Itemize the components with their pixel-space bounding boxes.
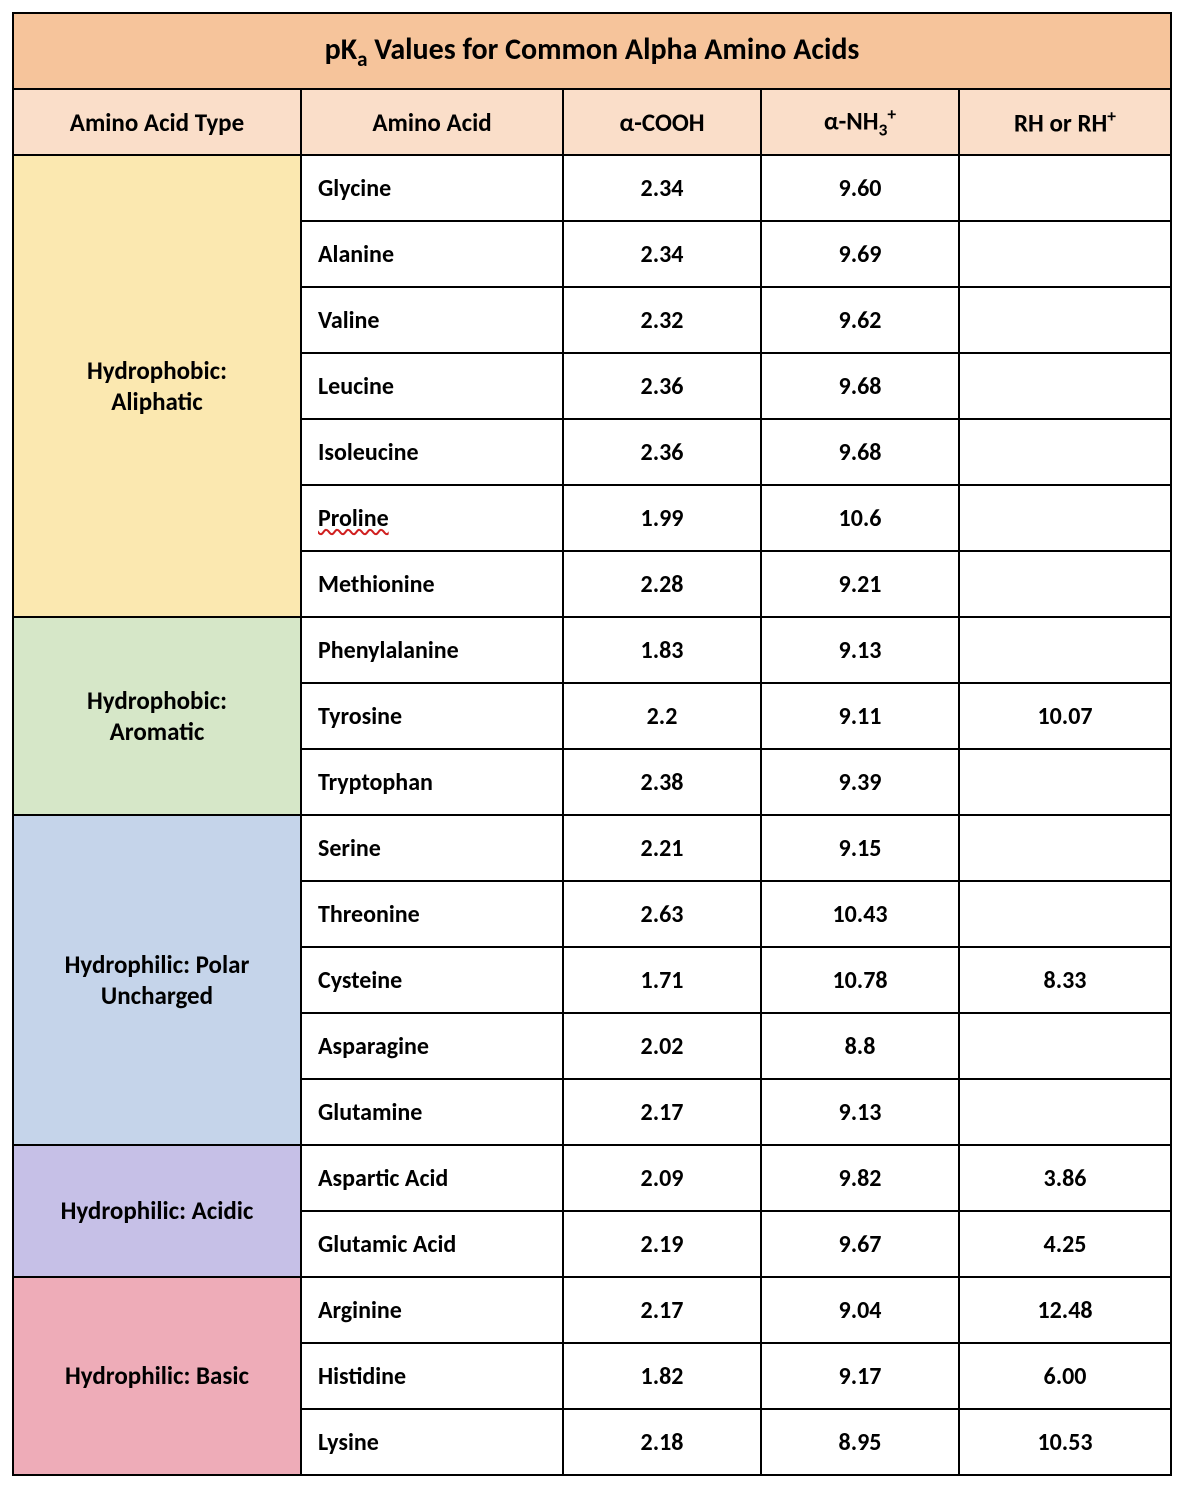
r-group-value [959, 419, 1171, 485]
alpha-cooh-value: 2.17 [563, 1079, 761, 1145]
r-group-value: 4.25 [959, 1211, 1171, 1277]
alpha-nh3-value: 9.67 [761, 1211, 959, 1277]
r-group-value: 6.00 [959, 1343, 1171, 1409]
alpha-cooh-value: 2.34 [563, 155, 761, 221]
r-group-value [959, 881, 1171, 947]
amino-acid-name: Phenylalanine [301, 617, 563, 683]
type-cell: Hydrophilic: Acidic [13, 1145, 301, 1277]
amino-acid-name: Lysine [301, 1409, 563, 1475]
alpha-nh3-value: 9.13 [761, 1079, 959, 1145]
alpha-cooh-value: 1.82 [563, 1343, 761, 1409]
r-group-value: 3.86 [959, 1145, 1171, 1211]
header-r: RH or RH+ [959, 89, 1171, 155]
alpha-nh3-value: 9.68 [761, 353, 959, 419]
r-group-value [959, 221, 1171, 287]
r-group-value [959, 287, 1171, 353]
type-cell: Hydrophobic:Aromatic [13, 617, 301, 815]
r-group-value [959, 1013, 1171, 1079]
alpha-cooh-value: 2.28 [563, 551, 761, 617]
r-group-value: 10.53 [959, 1409, 1171, 1475]
r-group-value [959, 353, 1171, 419]
alpha-cooh-value: 1.71 [563, 947, 761, 1013]
table-row: Hydrophilic: AcidicAspartic Acid2.099.82… [13, 1145, 1171, 1211]
alpha-nh3-value: 9.68 [761, 419, 959, 485]
alpha-cooh-value: 1.83 [563, 617, 761, 683]
alpha-cooh-value: 2.18 [563, 1409, 761, 1475]
table-row: Hydrophilic: PolarUnchargedSerine2.219.1… [13, 815, 1171, 881]
alpha-nh3-value: 10.43 [761, 881, 959, 947]
alpha-cooh-value: 2.17 [563, 1277, 761, 1343]
header-nh3: α-NH3+ [761, 89, 959, 155]
r-group-value [959, 155, 1171, 221]
amino-acid-name: Histidine [301, 1343, 563, 1409]
alpha-nh3-value: 9.13 [761, 617, 959, 683]
amino-acid-name: Aspartic Acid [301, 1145, 563, 1211]
type-cell: Hydrophilic: Basic [13, 1277, 301, 1475]
pka-table: pKa Values for Common Alpha Amino Acids … [12, 12, 1172, 1476]
alpha-cooh-value: 2.09 [563, 1145, 761, 1211]
r-group-value: 8.33 [959, 947, 1171, 1013]
alpha-nh3-value: 9.17 [761, 1343, 959, 1409]
alpha-nh3-value: 9.39 [761, 749, 959, 815]
alpha-cooh-value: 2.19 [563, 1211, 761, 1277]
alpha-nh3-value: 9.62 [761, 287, 959, 353]
alpha-cooh-value: 2.36 [563, 419, 761, 485]
amino-acid-name: Proline [301, 485, 563, 551]
alpha-nh3-value: 9.69 [761, 221, 959, 287]
alpha-nh3-value: 9.21 [761, 551, 959, 617]
r-group-value [959, 1079, 1171, 1145]
alpha-cooh-value: 2.38 [563, 749, 761, 815]
header-cooh: α-COOH [563, 89, 761, 155]
amino-acid-name: Tryptophan [301, 749, 563, 815]
table-row: Hydrophobic:AromaticPhenylalanine1.839.1… [13, 617, 1171, 683]
header-type: Amino Acid Type [13, 89, 301, 155]
amino-acid-name: Asparagine [301, 1013, 563, 1079]
alpha-nh3-value: 8.95 [761, 1409, 959, 1475]
r-group-value [959, 485, 1171, 551]
r-group-value [959, 617, 1171, 683]
amino-acid-name: Serine [301, 815, 563, 881]
amino-acid-name: Glutamic Acid [301, 1211, 563, 1277]
alpha-nh3-value: 10.6 [761, 485, 959, 551]
amino-acid-name: Threonine [301, 881, 563, 947]
r-group-value [959, 749, 1171, 815]
alpha-nh3-value: 9.60 [761, 155, 959, 221]
amino-acid-name: Methionine [301, 551, 563, 617]
table-body: Hydrophobic:AliphaticGlycine2.349.60Alan… [13, 155, 1171, 1475]
alpha-cooh-value: 2.21 [563, 815, 761, 881]
alpha-nh3-value: 10.78 [761, 947, 959, 1013]
type-cell: Hydrophobic:Aliphatic [13, 155, 301, 617]
r-group-value: 10.07 [959, 683, 1171, 749]
alpha-cooh-value: 1.99 [563, 485, 761, 551]
alpha-cooh-value: 2.36 [563, 353, 761, 419]
amino-acid-name: Glutamine [301, 1079, 563, 1145]
alpha-nh3-value: 9.11 [761, 683, 959, 749]
alpha-cooh-value: 2.2 [563, 683, 761, 749]
amino-acid-name: Glycine [301, 155, 563, 221]
amino-acid-name: Cysteine [301, 947, 563, 1013]
alpha-cooh-value: 2.34 [563, 221, 761, 287]
amino-acid-name: Arginine [301, 1277, 563, 1343]
alpha-nh3-value: 9.04 [761, 1277, 959, 1343]
alpha-nh3-value: 9.82 [761, 1145, 959, 1211]
amino-acid-name: Alanine [301, 221, 563, 287]
type-cell: Hydrophilic: PolarUncharged [13, 815, 301, 1145]
r-group-value [959, 551, 1171, 617]
amino-acid-name: Isoleucine [301, 419, 563, 485]
table-row: Hydrophobic:AliphaticGlycine2.349.60 [13, 155, 1171, 221]
amino-acid-name: Valine [301, 287, 563, 353]
alpha-cooh-value: 2.02 [563, 1013, 761, 1079]
alpha-cooh-value: 2.32 [563, 287, 761, 353]
amino-acid-name: Tyrosine [301, 683, 563, 749]
alpha-nh3-value: 9.15 [761, 815, 959, 881]
table-row: Hydrophilic: BasicArginine2.179.0412.48 [13, 1277, 1171, 1343]
alpha-cooh-value: 2.63 [563, 881, 761, 947]
table-title: pKa Values for Common Alpha Amino Acids [13, 13, 1171, 89]
amino-acid-name: Leucine [301, 353, 563, 419]
r-group-value [959, 815, 1171, 881]
alpha-nh3-value: 8.8 [761, 1013, 959, 1079]
header-amino-acid: Amino Acid [301, 89, 563, 155]
r-group-value: 12.48 [959, 1277, 1171, 1343]
